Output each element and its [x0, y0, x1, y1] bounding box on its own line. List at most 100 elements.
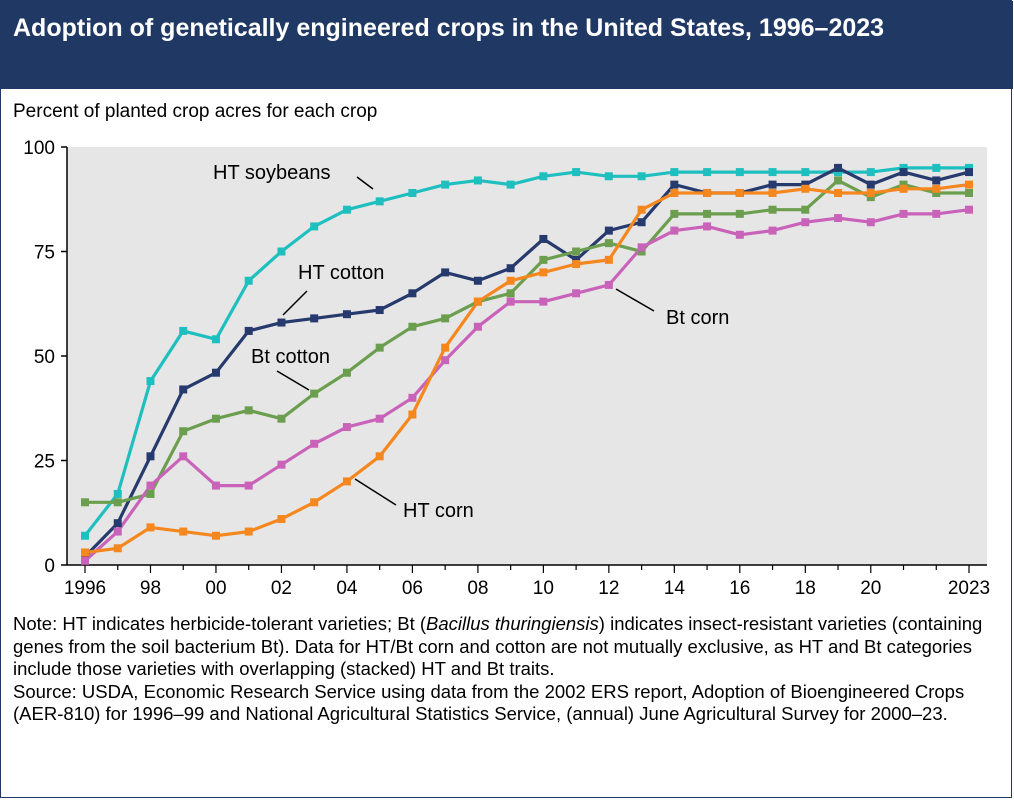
data-point-ht-soybeans — [703, 168, 712, 177]
data-point-ht-soybeans — [637, 172, 646, 181]
data-point-bt-cotton — [146, 489, 155, 498]
data-point-ht-corn — [932, 184, 941, 193]
series-markers — [81, 163, 973, 565]
data-point-ht-cotton — [539, 234, 548, 243]
data-point-ht-soybeans — [768, 168, 777, 177]
source-text: Source: USDA, Economic Research Service … — [13, 680, 965, 725]
data-point-ht-corn — [834, 188, 843, 197]
data-point-ht-corn — [473, 297, 482, 306]
annotation-bt-corn: Bt corn — [666, 307, 729, 329]
data-point-bt-corn — [441, 356, 450, 365]
data-point-bt-cotton — [441, 314, 450, 323]
series-line-ht-cotton — [83, 166, 970, 558]
data-point-ht-corn — [506, 276, 515, 285]
data-point-ht-corn — [113, 544, 122, 553]
data-point-bt-corn — [375, 414, 384, 423]
data-point-bt-corn — [604, 280, 613, 289]
data-point-ht-soybeans — [113, 489, 122, 498]
data-point-bt-cotton — [637, 247, 646, 256]
data-point-ht-cotton — [506, 264, 515, 273]
data-point-bt-corn — [473, 322, 482, 331]
data-point-ht-corn — [703, 188, 712, 197]
data-point-bt-cotton — [866, 193, 875, 202]
data-point-ht-soybeans — [604, 172, 613, 181]
data-point-ht-cotton — [768, 180, 777, 189]
data-point-bt-cotton — [179, 427, 188, 436]
data-point-ht-soybeans — [801, 168, 810, 177]
x-tick-label: 00 — [205, 578, 226, 599]
note-italic: Bacillus thuringiensis — [426, 613, 599, 634]
data-point-bt-corn — [113, 527, 122, 536]
y-tick-label: 25 — [34, 452, 55, 473]
data-point-ht-corn — [604, 255, 613, 264]
data-point-ht-corn — [768, 188, 777, 197]
y-tick-label: 0 — [44, 556, 55, 577]
data-point-bt-cotton — [342, 368, 351, 377]
data-point-bt-cotton — [539, 255, 548, 264]
note-prefix: Note: HT indicates herbicide-tolerant va… — [13, 613, 427, 634]
title-bar: Adoption of genetically engineered crops… — [1, 1, 1013, 89]
x-tick-label: 20 — [860, 578, 881, 599]
data-point-ht-soybeans — [310, 222, 319, 231]
data-point-ht-soybeans — [473, 176, 482, 185]
data-point-ht-soybeans — [866, 168, 875, 177]
data-point-ht-soybeans — [965, 163, 973, 172]
data-point-bt-corn — [866, 218, 875, 227]
annotation-leaders — [276, 176, 655, 506]
data-point-ht-corn — [637, 205, 646, 214]
data-point-ht-cotton — [670, 180, 679, 189]
data-point-bt-cotton — [244, 406, 253, 415]
data-point-bt-cotton — [965, 188, 973, 197]
annotations: HT soybeans HT cotton Bt cotton Bt corn HT c… — [213, 162, 729, 522]
data-point-bt-cotton — [604, 239, 613, 248]
data-point-ht-corn — [572, 260, 581, 269]
data-point-ht-cotton — [866, 180, 875, 189]
data-point-ht-corn — [375, 452, 384, 461]
data-point-ht-corn — [342, 477, 351, 486]
y-tick-label: 75 — [34, 243, 55, 264]
data-point-bt-cotton — [768, 205, 777, 214]
data-point-ht-soybeans — [211, 335, 220, 344]
data-point-bt-cotton — [506, 289, 515, 298]
y-tick-label: 50 — [34, 347, 55, 368]
data-point-bt-corn — [801, 218, 810, 227]
data-point-bt-cotton — [834, 176, 843, 185]
data-point-ht-soybeans — [572, 168, 581, 177]
data-point-bt-corn — [277, 460, 286, 469]
data-point-bt-corn — [179, 452, 188, 461]
data-point-bt-corn — [146, 481, 155, 490]
data-point-bt-corn — [539, 297, 548, 306]
x-tick-label: 14 — [664, 578, 686, 599]
data-point-bt-corn — [834, 214, 843, 223]
data-point-ht-corn — [146, 523, 155, 532]
data-point-ht-soybeans — [179, 326, 188, 335]
data-point-ht-corn — [866, 188, 875, 197]
annotation-ht-soybeans: HT soybeans — [213, 162, 330, 184]
data-point-ht-soybeans — [375, 197, 384, 206]
x-tick-label: 08 — [467, 578, 488, 599]
data-point-bt-cotton — [408, 322, 417, 331]
x-tick-label: 1996 — [64, 578, 106, 599]
data-point-ht-soybeans — [670, 168, 679, 177]
x-tick-label: 02 — [271, 578, 292, 599]
data-point-bt-corn — [506, 297, 515, 306]
note-suffix: ) indicates insect-resistant varieties (… — [13, 613, 983, 679]
data-point-bt-corn — [244, 481, 253, 490]
leader-line-ht-soybeans — [356, 176, 374, 190]
data-point-ht-cotton — [179, 385, 188, 394]
data-point-bt-cotton — [670, 209, 679, 218]
leader-line-ht-cotton — [282, 290, 308, 316]
data-point-bt-corn — [408, 393, 417, 402]
data-point-bt-corn — [965, 205, 973, 214]
data-point-ht-soybeans — [506, 180, 515, 189]
data-point-ht-soybeans — [735, 168, 744, 177]
data-point-bt-corn — [735, 230, 744, 239]
y-tick-label: 100 — [23, 138, 55, 159]
data-point-bt-cotton — [211, 414, 220, 423]
data-point-ht-corn — [539, 268, 548, 277]
data-point-ht-cotton — [637, 218, 646, 227]
plot-area — [67, 147, 987, 565]
data-point-ht-corn — [408, 410, 417, 419]
